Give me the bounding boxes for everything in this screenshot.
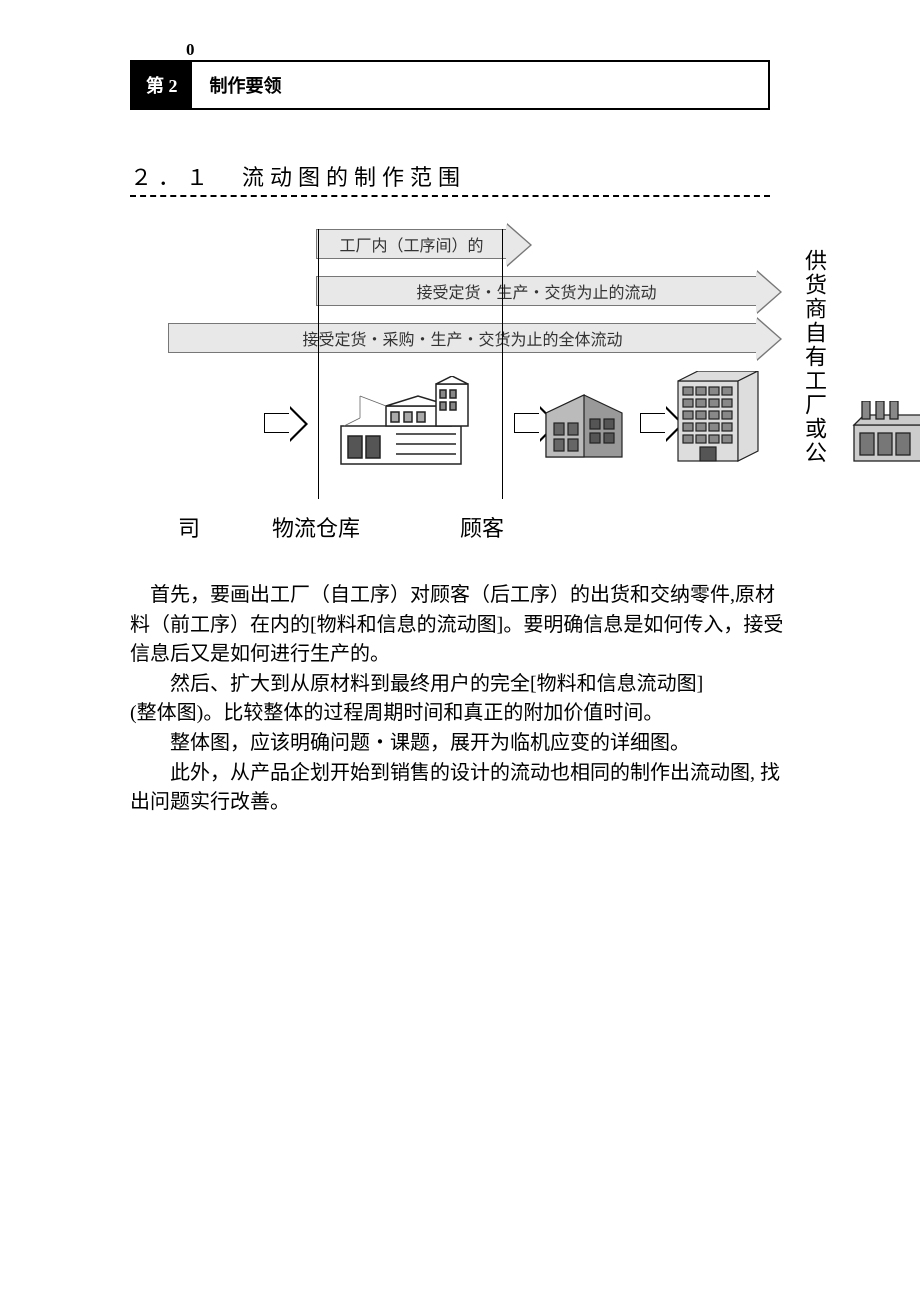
factory2-icon: [668, 371, 768, 471]
arrow-bar-3: 接受定货・采购・生产・交货为止的全体流动: [168, 323, 756, 353]
arrow-bar-3-label: 接受定货・采购・生产・交货为止的全体流动: [302, 326, 622, 350]
factory1-icon: [336, 376, 486, 471]
chapter-header: 第 2 制作要领: [130, 60, 770, 110]
bottom-label-1: 司: [178, 511, 200, 543]
bottom-label-2: 物流仓库: [272, 511, 360, 543]
paragraph-3: (整体图)。比较整体的过程周期时间和真正的附加价值时间。: [130, 699, 790, 729]
factory3-icon: [540, 389, 630, 464]
body-text: 首先，要画出工厂（自工序）对顾客（后工序）的出货和交纳零件,原材料（前工序）在内…: [130, 581, 790, 818]
arrow-bar-2-label: 接受定货・生产・交货为止的流动: [416, 279, 656, 303]
chapter-title: 制作要领: [192, 62, 769, 108]
arrow-bar-1-label: 工厂内（工序间）的: [339, 232, 483, 256]
arrow-bar-1: 工厂内（工序间）的: [316, 229, 506, 259]
chapter-number: 第 2: [132, 62, 192, 108]
vertical-divider-1: [318, 229, 319, 499]
arrow-bar-2: 接受定货・生产・交货为止的流动: [316, 276, 756, 306]
flow-arrow-1: [264, 413, 290, 433]
warehouse-icon: [850, 401, 920, 471]
flow-diagram: 工厂内（工序间）的 接受定货・生产・交货为止的流动 接受定货・采购・生产・交货为…: [0, 221, 920, 561]
paragraph-5: 此外，从产品企划开始到销售的设计的流动也相同的制作出流动图, 找出问题实行改善。: [130, 759, 790, 818]
vertical-divider-2: [502, 229, 503, 499]
paragraph-4: 整体图，应该明确问题・课题，展开为临机应变的详细图。: [130, 729, 790, 759]
bottom-label-3: 顾客: [460, 511, 504, 543]
vertical-label: 供货商自有工厂或公: [798, 249, 830, 465]
flow-arrow-2: [514, 413, 540, 433]
paragraph-2: 然后、扩大到从原材料到最终用户的完全[物料和信息流动图]: [130, 670, 790, 700]
flow-arrow-3: [640, 413, 666, 433]
page-number: 0: [186, 40, 920, 60]
section-title: ２．１ 流动图的制作范围: [130, 160, 770, 197]
paragraph-1: 首先，要画出工厂（自工序）对顾客（后工序）的出货和交纳零件,原材料（前工序）在内…: [130, 581, 790, 670]
